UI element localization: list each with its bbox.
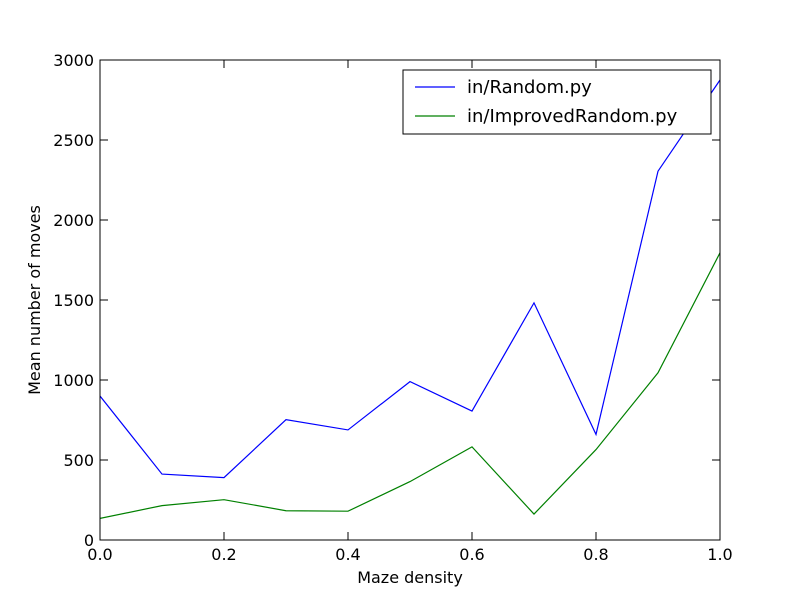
- x-tick-label: 0.6: [459, 545, 484, 564]
- x-tick-label: 0.2: [211, 545, 236, 564]
- series-line-1: [100, 79, 720, 479]
- y-tick-label: 3000: [53, 51, 94, 70]
- plot-frame: [99, 59, 721, 541]
- y-tick-label: 1000: [53, 371, 94, 390]
- series-lines: [100, 79, 720, 519]
- y-tick-label: 1500: [53, 291, 94, 310]
- x-tick-label: 0.4: [335, 545, 360, 564]
- y-axis-label: Mean number of moves: [25, 205, 44, 395]
- legend-label-1: in/Random.py: [467, 77, 592, 98]
- x-axis-label: Maze density: [357, 568, 463, 587]
- y-tick-label: 500: [63, 451, 94, 470]
- legend-box: [402, 69, 712, 135]
- y-tick-label: 0: [84, 531, 94, 550]
- legend: in/Random.py in/ImprovedRandom.py: [402, 69, 712, 135]
- y-tick-label: 2500: [53, 131, 94, 150]
- x-tick-label: 0.0: [87, 545, 112, 564]
- x-tick-label: 0.8: [583, 545, 608, 564]
- x-axis-ticks: 0.0 0.2 0.4 0.6 0.8 1.0: [87, 60, 733, 564]
- series-line-2: [100, 252, 720, 519]
- y-axis-ticks: 0 500 1000 1500 2000 2500 3000: [53, 51, 720, 550]
- y-tick-label: 2000: [53, 211, 94, 230]
- x-tick-label: 1.0: [707, 545, 732, 564]
- legend-label-2: in/ImprovedRandom.py: [467, 106, 678, 127]
